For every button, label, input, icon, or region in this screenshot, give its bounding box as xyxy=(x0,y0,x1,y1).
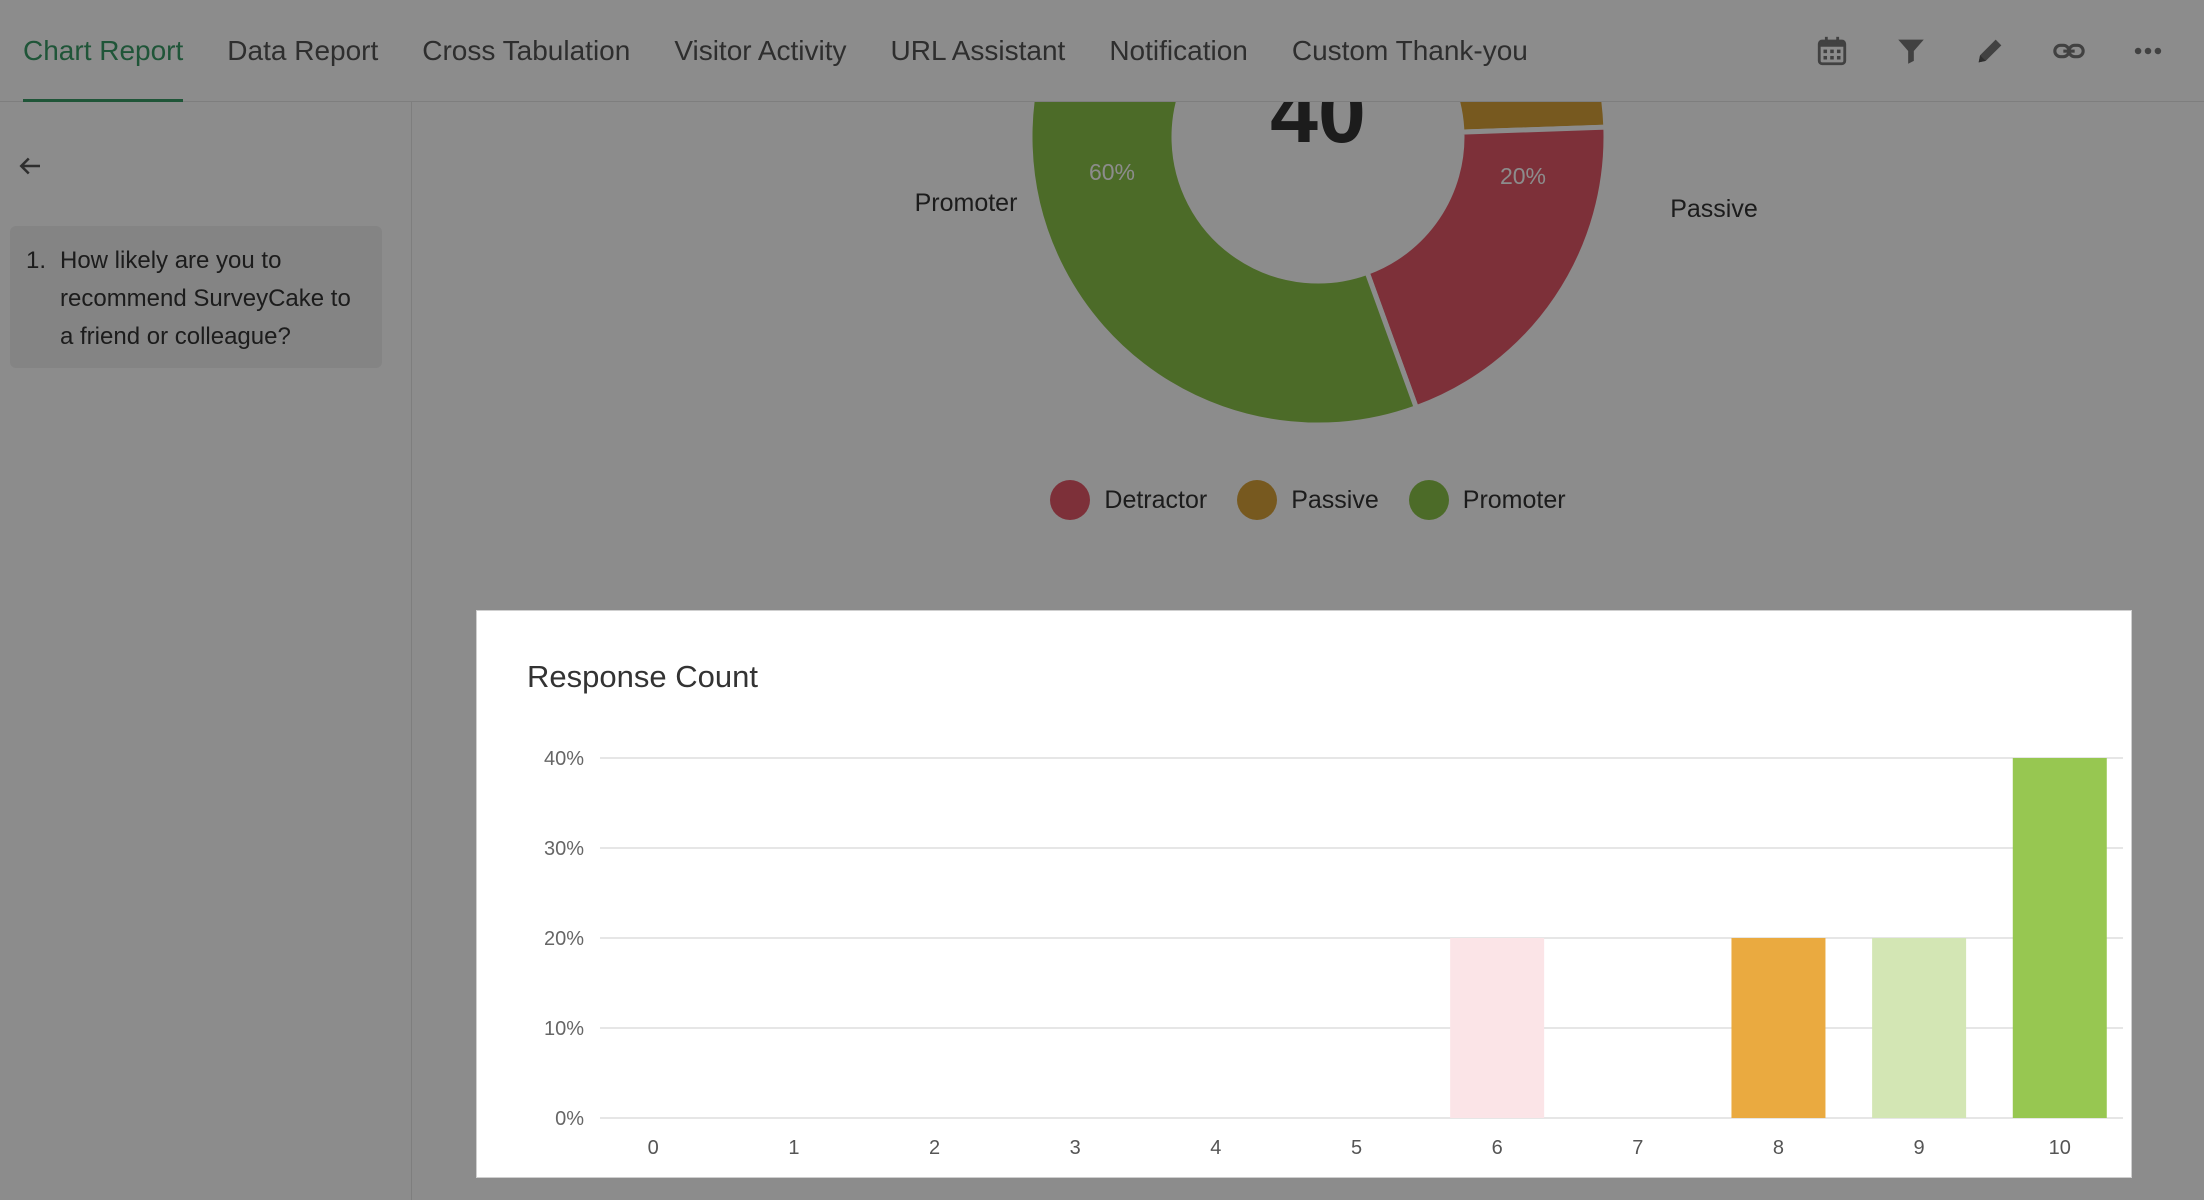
pencil-icon[interactable] xyxy=(1966,27,2014,75)
donut-slice-detractor[interactable] xyxy=(1363,124,1609,411)
x-tick-label: 1 xyxy=(788,1137,799,1159)
x-tick-label: 7 xyxy=(1632,1137,1643,1159)
bar-8[interactable] xyxy=(1731,938,1826,1118)
bar-10[interactable] xyxy=(2012,758,2107,1118)
y-tick-label: 0% xyxy=(555,1108,584,1130)
donut-center-value: 40 xyxy=(1270,102,1366,161)
tab-data-report[interactable]: Data Report xyxy=(227,35,379,66)
link-icon[interactable] xyxy=(2045,27,2093,75)
tab-chart-report[interactable]: Chart Report xyxy=(23,0,184,103)
donut-promoter-pct: 60% xyxy=(1089,159,1135,185)
donut-promoter-label: Promoter xyxy=(915,189,1018,217)
x-tick-label: 3 xyxy=(1070,1137,1081,1159)
tab-cross-tabulation[interactable]: Cross Tabulation xyxy=(422,35,631,66)
legend-label: Detractor xyxy=(1104,485,1208,514)
legend-dot-detractor xyxy=(1050,480,1091,520)
response-count-bar-chart: 0% 10% 20% 30% 40% 0 1 2 3 4 5 6 7 8 9 10 xyxy=(544,748,2123,1159)
bar-9[interactable] xyxy=(1872,938,1967,1118)
bar-chart-title: Response Count xyxy=(527,659,758,694)
question-text: How likely are you to recommend SurveyCa… xyxy=(60,247,351,350)
x-tick-label: 0 xyxy=(648,1137,659,1159)
question-number: 1. xyxy=(26,247,47,274)
x-tick-label: 8 xyxy=(1773,1137,1784,1159)
question-list-item[interactable]: 1. How likely are you to recommend Surve… xyxy=(10,226,382,368)
x-tick-label: 5 xyxy=(1351,1137,1362,1159)
y-tick-label: 20% xyxy=(544,928,584,950)
y-tick-label: 30% xyxy=(544,838,584,860)
donut-passive-label: Passive xyxy=(1670,195,1758,223)
x-tick-label: 6 xyxy=(1492,1137,1503,1159)
donut-slice-passive[interactable] xyxy=(1358,102,1609,135)
response-count-card: Response Count 0% 10% 20% 30% 40% 0 1 2 3 4 5 6 7 8 9 1… xyxy=(476,610,2132,1178)
legend-item-detractor[interactable]: Detractor xyxy=(1050,480,1207,520)
donut-passive-pct: 20% xyxy=(1500,163,1546,189)
report-tabs: Chart Report Data Report Cross Tabulatio… xyxy=(23,0,1572,103)
x-tick-label: 10 xyxy=(2049,1137,2071,1159)
more-icon[interactable] xyxy=(2124,27,2172,75)
legend-label: Passive xyxy=(1291,485,1379,514)
legend-dot-promoter xyxy=(1408,480,1449,520)
nps-donut-chart: 40 60% 20% Promoter Passive xyxy=(915,102,1758,428)
toolbar xyxy=(1777,0,2172,102)
tab-custom-thank-you[interactable]: Custom Thank-you xyxy=(1291,35,1528,66)
tab-notification[interactable]: Notification xyxy=(1109,35,1248,66)
legend-label: Promoter xyxy=(1462,485,1566,514)
legend-item-promoter[interactable]: Promoter xyxy=(1408,480,1566,520)
bar-6[interactable] xyxy=(1450,938,1545,1118)
tab-visitor-activity[interactable]: Visitor Activity xyxy=(674,35,847,66)
donut-slice-promoter[interactable] xyxy=(1027,102,1420,428)
legend-dot-passive xyxy=(1237,480,1278,520)
filter-icon[interactable] xyxy=(1887,27,1935,75)
x-tick-label: 9 xyxy=(1914,1137,1925,1159)
calendar-icon[interactable] xyxy=(1808,27,1856,75)
y-tick-label: 40% xyxy=(544,748,584,770)
donut-legend: Detractor Passive Promoter xyxy=(412,480,2204,520)
x-tick-label: 2 xyxy=(929,1137,940,1159)
x-tick-label: 4 xyxy=(1210,1137,1221,1159)
back-arrow-icon[interactable] xyxy=(10,146,50,186)
y-tick-label: 10% xyxy=(544,1018,584,1040)
legend-item-passive[interactable]: Passive xyxy=(1237,480,1379,520)
tab-url-assistant[interactable]: URL Assistant xyxy=(890,35,1066,66)
question-sidebar: 1. How likely are you to recommend Surve… xyxy=(0,102,412,1200)
top-nav-bar: Chart Report Data Report Cross Tabulatio… xyxy=(0,0,2204,103)
